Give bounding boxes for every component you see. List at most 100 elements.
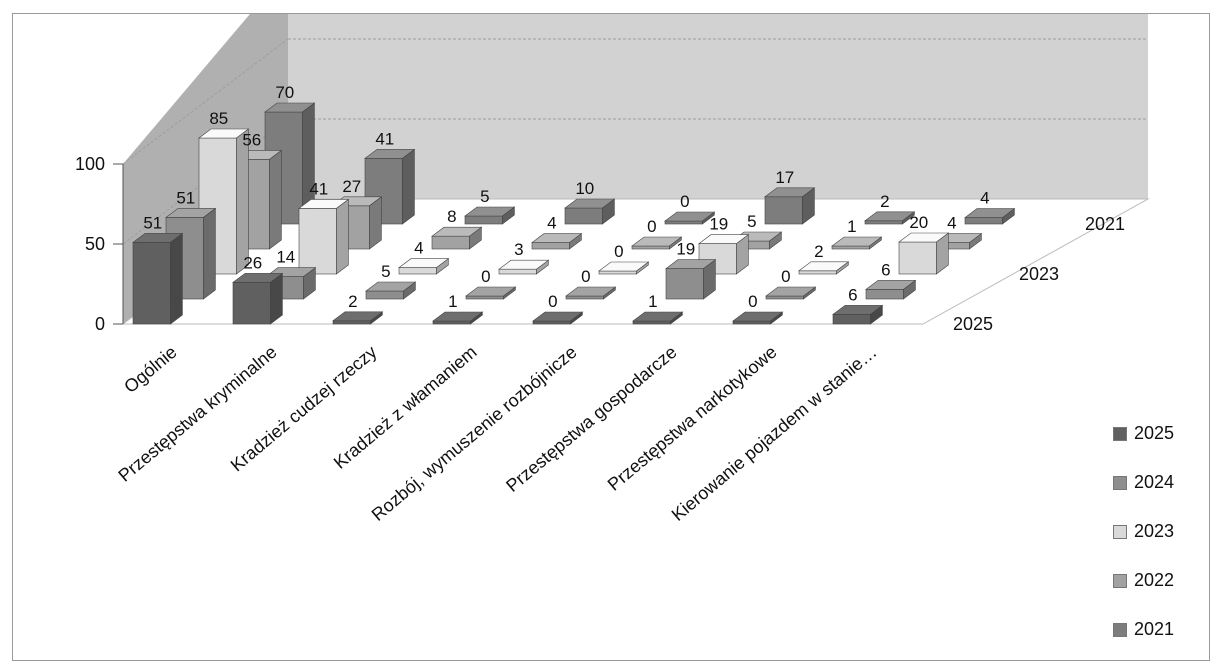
- bar-top: [798, 261, 850, 272]
- bar-top: [365, 281, 417, 292]
- data-label: 51: [176, 188, 195, 207]
- bar: [832, 304, 884, 325]
- bar-side: [203, 207, 216, 300]
- data-label: 2: [814, 242, 823, 261]
- bar-top: [764, 187, 816, 198]
- bar-top: [898, 232, 950, 243]
- legend-swatch-2021: [1113, 622, 1127, 637]
- bar-front: [832, 314, 871, 325]
- category-label: Ogólnie: [120, 342, 180, 397]
- bar: [765, 286, 817, 300]
- data-label: 70: [275, 83, 294, 102]
- bar-top: [132, 233, 184, 243]
- bar: [332, 311, 384, 325]
- bar-side: [269, 149, 282, 250]
- bar: [431, 226, 483, 250]
- value-tick-label: 100: [75, 154, 105, 174]
- bar-front: [398, 267, 437, 275]
- bar-front: [365, 290, 404, 300]
- bar-front: [565, 295, 604, 300]
- bar-top: [765, 286, 817, 297]
- legend-label-2021: 2021: [1134, 619, 1175, 639]
- bar-front: [964, 217, 1003, 225]
- depth-tick-label: 2023: [1019, 264, 1059, 284]
- bar-front: [765, 295, 804, 300]
- bar-top: [632, 311, 684, 322]
- data-label: 4: [414, 239, 423, 258]
- bar-front: [532, 320, 571, 325]
- bar: [232, 272, 284, 325]
- bar-top: [531, 233, 583, 243]
- gridline: [122, 118, 289, 245]
- bar-top: [831, 236, 883, 247]
- bar-top: [264, 102, 316, 113]
- bar-front: [664, 220, 703, 225]
- data-label: 6: [881, 260, 890, 279]
- category-label: Kierowanie pojazdem w stanie…: [668, 342, 881, 525]
- data-label: 26: [243, 253, 262, 272]
- bar-front: [598, 270, 637, 275]
- bar: [798, 261, 850, 275]
- data-label: 56: [242, 130, 261, 149]
- depth-tick-label: 2021: [1085, 214, 1125, 234]
- bar-top: [398, 258, 450, 268]
- bar: [764, 187, 816, 225]
- bar-top: [864, 211, 916, 222]
- data-label: 4: [947, 214, 956, 233]
- bar: [898, 232, 950, 275]
- bar-front: [332, 320, 371, 325]
- legend-item-2021: 2021: [1113, 605, 1174, 654]
- bar-front: [464, 215, 503, 225]
- data-label: 19: [709, 215, 728, 234]
- bar: [365, 281, 417, 300]
- bar-top: [732, 311, 784, 322]
- bar-front: [564, 207, 603, 225]
- chart-area: 0 50 100 Ogólnie Przestępstwa kryminalne Krad…: [12, 13, 1210, 661]
- category-label: Przestępstwa gospodarcze: [502, 342, 680, 496]
- bar: [531, 233, 583, 250]
- bar: [864, 211, 916, 225]
- legend-label-2024: 2024: [1134, 472, 1175, 492]
- data-label: 14: [276, 248, 295, 267]
- legend-item-2023: 2023: [1113, 507, 1174, 556]
- category-label: Rozbój, wymuszenie rozbójnicze: [368, 342, 581, 525]
- bar: [465, 286, 517, 300]
- bar-top: [432, 311, 484, 322]
- data-label: 1: [847, 217, 856, 236]
- bar-top: [698, 234, 750, 244]
- data-label: 17: [775, 168, 794, 187]
- data-label: 3: [514, 240, 523, 259]
- bar-front: [898, 241, 937, 275]
- data-label: 0: [781, 267, 790, 286]
- bar-front: [232, 282, 271, 325]
- data-label: 0: [548, 292, 557, 311]
- legend-label-2023: 2023: [1134, 521, 1175, 541]
- bar: [564, 198, 616, 225]
- bar-front: [132, 242, 171, 325]
- bar-top: [532, 311, 584, 322]
- data-label: 0: [680, 192, 689, 211]
- depth-tick-label: 2025: [953, 314, 993, 334]
- bar-top: [832, 305, 884, 315]
- back-wall: [288, 14, 1148, 199]
- bar: [498, 259, 550, 275]
- bar-top: [564, 198, 616, 209]
- bar: [398, 258, 450, 275]
- data-label: 27: [342, 177, 361, 196]
- data-label: 2: [880, 192, 889, 211]
- bar-top: [498, 259, 550, 270]
- bar-top: [332, 311, 384, 322]
- bar-side: [170, 232, 183, 325]
- bar-front: [665, 268, 704, 300]
- data-label: 4: [547, 214, 556, 233]
- data-label: 5: [747, 212, 756, 231]
- legend: 2025 2024 2023 2022 2021: [1113, 409, 1174, 654]
- legend-swatch-2023: [1113, 524, 1127, 539]
- category-label: Przestępstwa narkotykowe: [604, 342, 781, 495]
- legend-label-2022: 2022: [1134, 570, 1175, 590]
- bar-front: [864, 220, 903, 225]
- bar-top: [198, 128, 250, 139]
- data-label: 10: [575, 179, 594, 198]
- bar: [865, 279, 917, 300]
